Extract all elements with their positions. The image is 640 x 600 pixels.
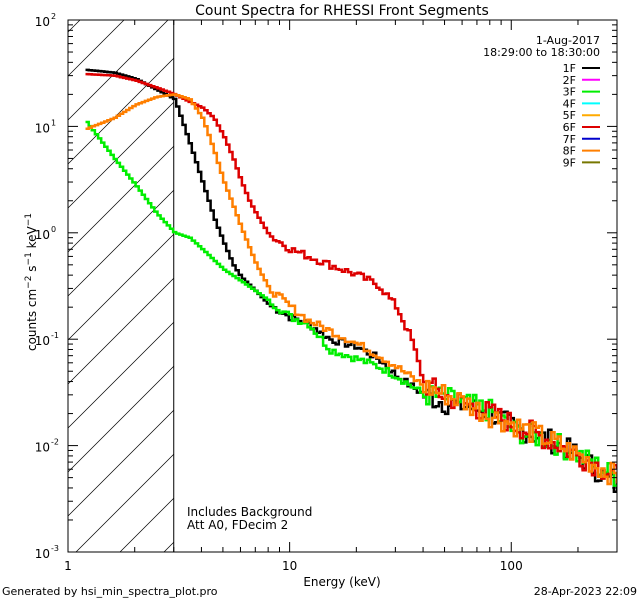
y-axis-label: counts cm−2 s−1 keV−1 (24, 213, 39, 351)
hatch-line (68, 20, 169, 121)
legend-label-5F: 5F (563, 109, 576, 122)
legend-label-2F: 2F (563, 74, 576, 87)
y-tick-label-exponent: 0 (51, 225, 56, 234)
hatch-line (68, 233, 174, 341)
legend-label-9F: 9F (563, 156, 576, 169)
chart-title: Count Spectra for RHESSI Front Segments (195, 3, 489, 19)
hatch-line (75, 453, 174, 552)
y-tick-label-base: 10 (35, 15, 50, 29)
series-line-1F (85, 68, 617, 493)
y-tick-label-exponent: -2 (51, 438, 59, 447)
hatch-line (68, 101, 174, 209)
date-label: 1-Aug-2017 (536, 34, 600, 47)
y-tick-label-base: 10 (35, 121, 50, 135)
y-tick-label-base: 10 (35, 441, 50, 455)
hatch-line (68, 365, 174, 473)
hatch-line (68, 20, 125, 77)
y-tick-label-exponent: -3 (51, 544, 59, 553)
time-range-label: 18:29:00 to 18:30:00 (483, 46, 600, 59)
series-line-8F (85, 93, 617, 486)
hatch-line (68, 189, 174, 297)
y-tick-label-exponent: -1 (51, 331, 59, 340)
legend-label-3F: 3F (563, 86, 576, 99)
footer-timestamp: 28-Apr-2023 22:09 (534, 585, 637, 598)
plot-frame (67, 19, 618, 553)
footer-generated: Generated by hsi_min_spectra_plot.pro (2, 585, 218, 598)
hatch-line (68, 409, 174, 517)
legend-label-6F: 6F (563, 121, 576, 134)
legend-label-4F: 4F (563, 97, 576, 110)
legend-label-1F: 1F (563, 62, 576, 75)
legend-label-7F: 7F (563, 133, 576, 146)
annotation-attenuator: Att A0, FDecim 2 (187, 518, 288, 532)
series-group (85, 68, 617, 493)
y-tick-label-base: 10 (35, 547, 50, 561)
hatch-line (68, 277, 174, 385)
y-tick-label-exponent: 1 (51, 118, 56, 127)
legend-label-8F: 8F (563, 145, 576, 158)
hatch-line (68, 321, 174, 429)
hatch-line (68, 57, 174, 165)
series-line-6F (85, 72, 617, 480)
y-tick-label-exponent: 2 (51, 12, 56, 21)
background-hatch-region (68, 20, 174, 552)
x-tick-label: 10 (282, 559, 297, 573)
y-tick-label-base: 10 (35, 228, 50, 242)
annotation-background: Includes Background (187, 505, 312, 519)
y-tick-label-base: 10 (35, 334, 50, 348)
x-tick-label: 1 (64, 559, 72, 573)
x-axis-label: Energy (keV) (303, 575, 380, 589)
x-tick-label: 100 (500, 559, 523, 573)
